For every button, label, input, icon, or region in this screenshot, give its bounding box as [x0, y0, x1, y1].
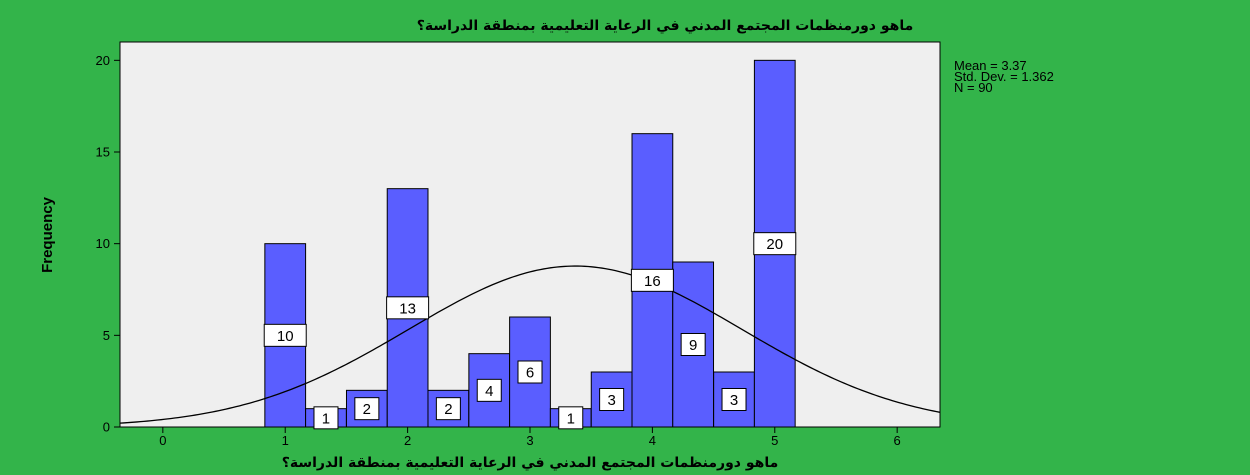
chart-title: ماهو دورمنظمات المجتمع المدني في الرعاية…: [417, 18, 914, 34]
data-label-box: [263, 323, 307, 347]
x-tick-label: 5: [771, 433, 778, 448]
y-tick-label: 15: [96, 145, 110, 160]
x-tick-label: 2: [404, 433, 411, 448]
data-label-text: 4: [485, 383, 493, 400]
stats-std-dev: Std. Dev. = 1.362: [954, 69, 1054, 84]
data-label: 16: [630, 268, 674, 292]
stats-mean: Mean = 3.37: [954, 58, 1027, 73]
y-tick-label: 5: [103, 328, 110, 343]
data-label-box: [517, 360, 543, 384]
data-label: 6: [517, 360, 543, 384]
data-label: 3: [599, 388, 625, 411]
stats-n: N = 90: [954, 80, 993, 95]
y-tick-label: 20: [96, 53, 110, 68]
data-label: 13: [386, 296, 430, 320]
data-label-box: [313, 406, 339, 430]
data-label-text: 16: [644, 273, 661, 290]
data-label-box: [599, 388, 625, 411]
data-label-text: 1: [322, 410, 330, 427]
data-label-text: 2: [363, 401, 371, 418]
data-label-box: [753, 232, 797, 256]
data-label: 1: [558, 406, 584, 430]
data-label-text: 9: [689, 337, 697, 354]
x-axis-label: ماهو دورمنظمات المجتمع المدني في الرعاية…: [282, 455, 779, 471]
x-tick-label: 1: [282, 433, 289, 448]
stats-box: Mean = 3.37 Std. Dev. = 1.362 N = 90: [954, 58, 1054, 95]
data-label: 2: [354, 397, 380, 421]
data-label-box: [476, 378, 502, 402]
axes-layer: 0 5 10 15 20 0 1 2 3 4 5 6: [96, 53, 901, 448]
data-label-text: 20: [766, 236, 783, 253]
x-tick-label: 0: [159, 433, 166, 448]
data-label-box: [721, 388, 747, 411]
normal-curve: [119, 265, 941, 424]
data-label: 2: [435, 397, 461, 421]
data-label-box: [630, 268, 674, 292]
data-label-text: 1: [567, 410, 575, 427]
data-label: 9: [680, 333, 706, 356]
data-label-box: [386, 296, 430, 320]
data-label: 4: [476, 378, 502, 402]
data-label: 20: [753, 232, 797, 256]
y-tick-label: 0: [103, 420, 110, 435]
data-label-box: [354, 397, 380, 421]
data-label-text: 3: [730, 392, 738, 409]
data-label-box: [680, 333, 706, 356]
data-label-text: 2: [444, 401, 452, 418]
y-tick-label: 10: [96, 236, 110, 251]
data-label-text: 10: [277, 328, 294, 345]
data-label: 1: [313, 406, 339, 430]
x-tick-label: 6: [894, 433, 901, 448]
data-label-box: [558, 406, 584, 430]
data-label: 10: [263, 323, 307, 347]
data-label-text: 3: [607, 392, 615, 409]
data-label-text: 6: [526, 365, 534, 382]
y-axis-label: Frequency: [39, 196, 56, 273]
data-label: 3: [721, 388, 747, 411]
data-label-box: [435, 397, 461, 421]
x-tick-label: 4: [649, 433, 656, 448]
data-label-text: 13: [399, 300, 416, 317]
x-tick-label: 3: [526, 433, 533, 448]
